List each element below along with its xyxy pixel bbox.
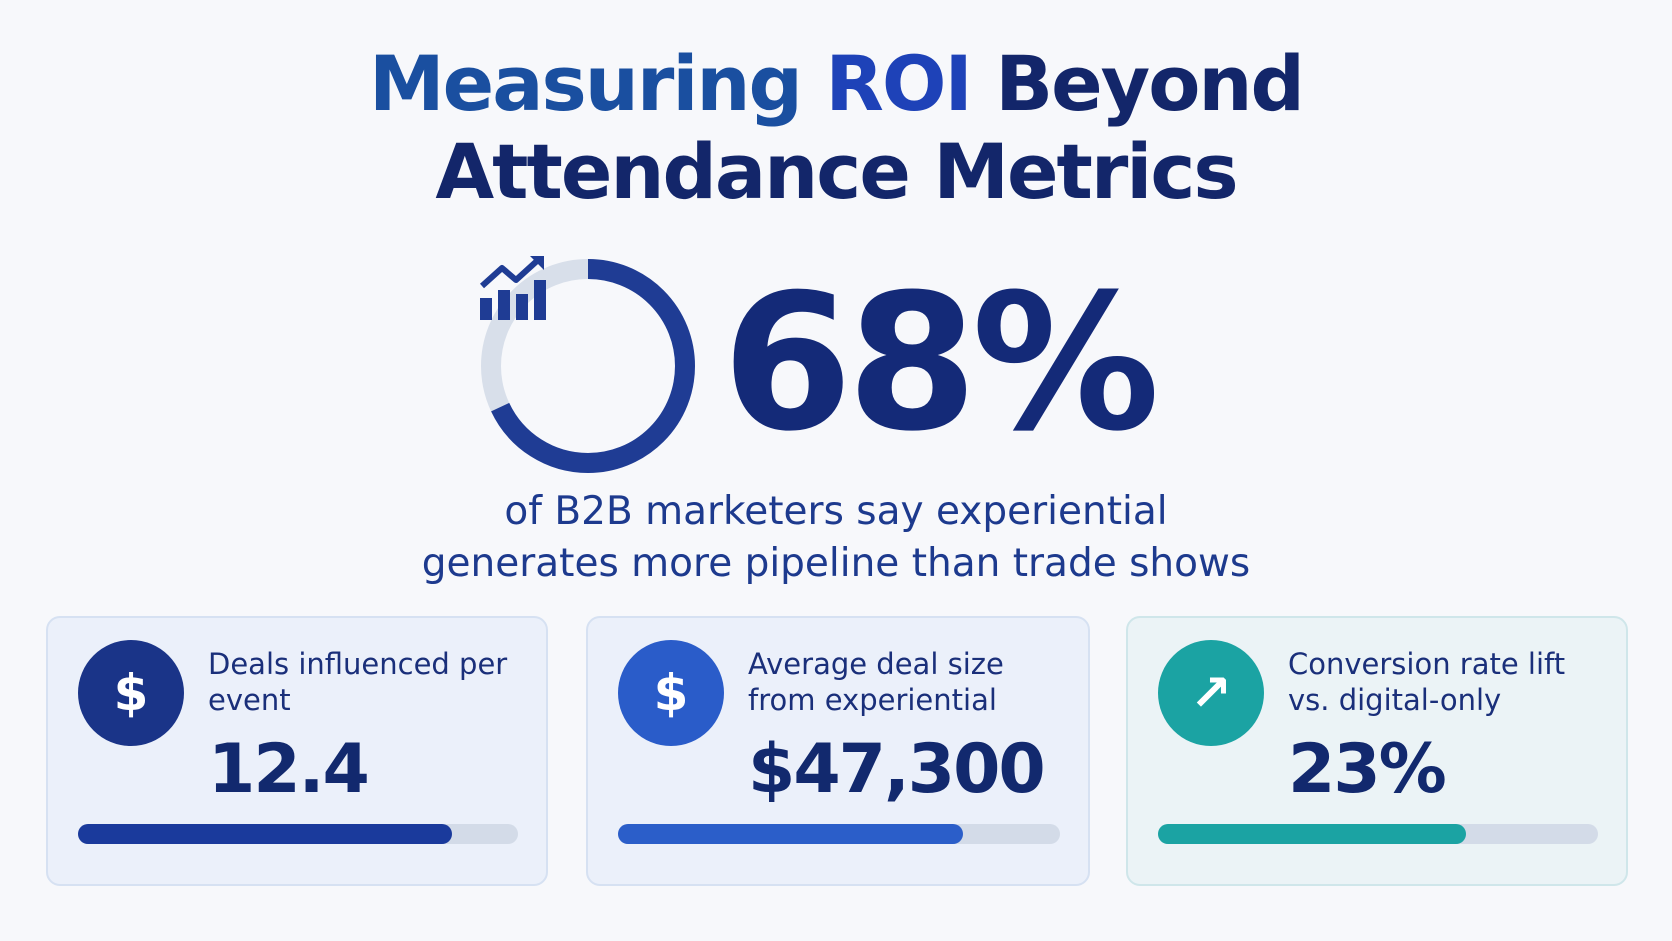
title-line-1: Measuring ROI Beyond [0,40,1672,128]
stat-description-line-1: of B2B marketers say experiential [504,489,1168,534]
title-highlight: ROI [825,39,972,128]
metric-card-conversion: ↗ Conversion rate lift vs. digital-only … [1126,616,1628,886]
ring-fill [481,259,695,473]
arrow-up-right-icon: ↗ [1158,640,1264,746]
title-part-1: Measuring [369,39,826,128]
dollar-icon: $ [78,640,184,746]
title-line-2: Attendance Metrics [435,127,1238,216]
dollar-icon: $ [618,640,724,746]
metric-value: 23% [1288,730,1447,809]
metric-value: $47,300 [748,730,1046,809]
growth-chart-icon [479,256,546,320]
metric-value: 12.4 [208,730,370,809]
stat-description: of B2B marketers say experiential genera… [0,486,1672,590]
title-part-2: Beyond [970,39,1305,128]
metric-card-deals: $ Deals influenced per event 12.4 [46,616,548,886]
metric-label: Conversion rate lift vs. digital-only [1288,647,1566,717]
page-title: Measuring ROI Beyond Attendance Metrics [0,40,1672,216]
metric-label: Average deal size from experiential [748,647,1004,717]
progress-bar-fill [618,824,963,844]
progress-ring [476,254,700,478]
progress-bar-track [1158,824,1598,844]
progress-bar-track [618,824,1060,844]
stat-description-line-2: generates more pipeline than trade shows [421,541,1251,586]
metric-card-deal-size: $ Average deal size from experiential $4… [586,616,1090,886]
progress-bar-fill [1158,824,1466,844]
progress-bar-fill [78,824,452,844]
progress-ring-graphic [481,259,695,473]
progress-bar-track [78,824,518,844]
metric-label: Deals influenced per event [208,647,508,717]
headline-stat: 68% [722,254,1160,473]
